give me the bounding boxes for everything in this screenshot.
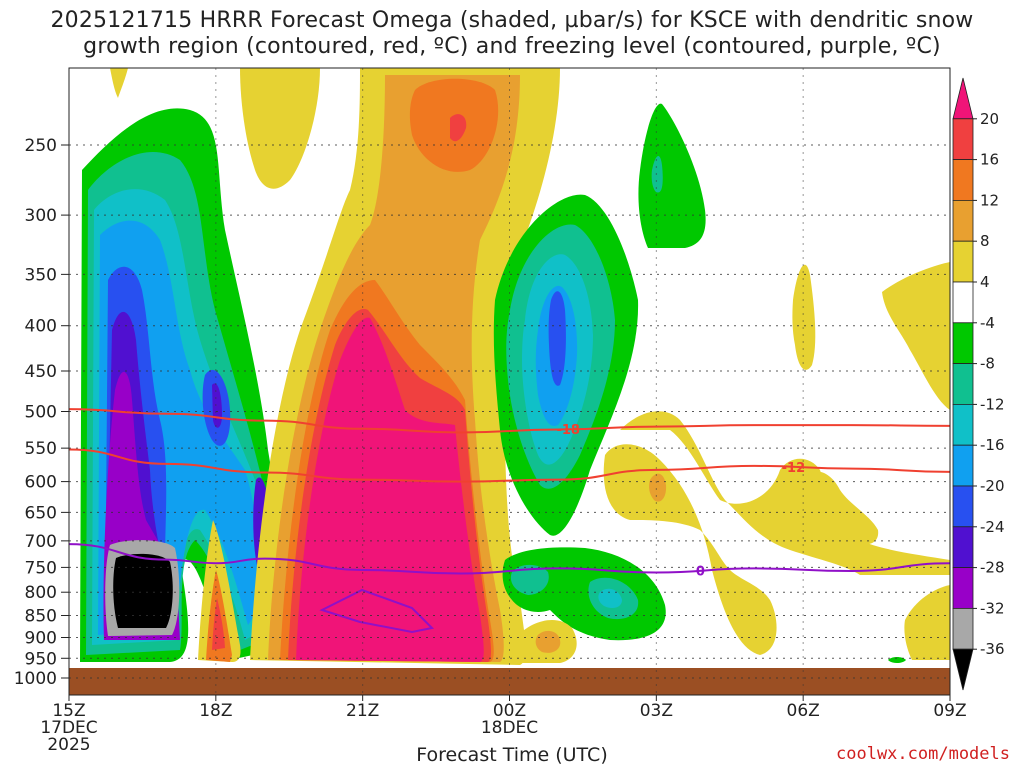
omega-region-03z-teal <box>651 155 663 193</box>
colorbar-label-4: 4 <box>980 273 990 291</box>
colorbar-label--12: -12 <box>980 395 1005 413</box>
x-tick-label-0-0: 15Z <box>52 701 85 721</box>
colorbar-bottom-triangle <box>952 648 974 691</box>
x-tick-label-9-0: 00Z <box>493 701 526 721</box>
x-tick-label-15-0: 06Z <box>787 701 820 721</box>
temperature-contours: -18 -12 0 <box>68 408 951 580</box>
omega-region-right-yellow-d <box>792 264 816 370</box>
y-tick-label-400: 400 <box>25 317 57 337</box>
y-tick-label-650: 650 <box>25 503 57 523</box>
contour-label--12: -12 <box>782 461 806 476</box>
colorbar-swatch-4 <box>952 240 974 283</box>
omega-region-01z-blue <box>548 291 566 386</box>
x-tick-label-12-0: 03Z <box>640 701 673 721</box>
y-tick-label-450: 450 <box>25 362 57 382</box>
colorbar-swatch-7 <box>952 363 974 405</box>
omega-region-right-gold <box>649 473 667 502</box>
omega-region-right-yellow-c <box>882 262 950 410</box>
y-tick-label-300: 300 <box>25 206 57 226</box>
x-axis-label: Forecast Time (UTC) <box>416 744 608 766</box>
omega-region-upper-red <box>450 114 467 142</box>
y-tick-label-950: 950 <box>25 649 57 669</box>
omega-shading <box>69 68 950 695</box>
omega-region-right-yellow-a <box>620 411 950 575</box>
colorbar-label--4: -4 <box>980 314 995 332</box>
colorbar-swatch-2 <box>952 159 974 201</box>
colorbar-label-16: 16 <box>980 151 999 169</box>
omega-region-right-yellow-f <box>904 585 950 660</box>
contour-line--12 <box>68 448 951 483</box>
omega-region-18z-column-red <box>212 598 225 650</box>
contour-line--18 <box>68 408 951 434</box>
y-tick-label-700: 700 <box>25 532 57 552</box>
omega-region-low-cyan <box>598 588 622 608</box>
x-tick-label-3-0: 18Z <box>199 701 232 721</box>
colorbar-label--36: -36 <box>980 640 1005 658</box>
y-tick-label-550: 550 <box>25 439 57 459</box>
omega-region-topleft-yellow <box>110 68 128 98</box>
contour-label-0: 0 <box>696 565 705 580</box>
x-tick-label-0-1: 17DEC <box>40 718 97 738</box>
omega-region-low-teal <box>510 564 549 595</box>
omega-region-03z-green <box>638 103 706 248</box>
colorbar-label--20: -20 <box>980 477 1005 495</box>
colorbar-label--8: -8 <box>980 355 995 373</box>
y-tick-label-500: 500 <box>25 403 57 423</box>
omega-colorbar: 20 16 12 8 4 -4 -8 -12 -16 -20 -24 -28 -32 -36 <box>952 77 1005 691</box>
colorbar-label--28: -28 <box>980 559 1005 577</box>
colorbar-label-12: 12 <box>980 191 999 209</box>
colorbar-swatch-3 <box>952 199 974 242</box>
colorbar-swatch-9 <box>952 444 974 487</box>
credit-link[interactable]: coolwx.com/models <box>836 744 1010 764</box>
contour-line-0 <box>68 543 951 575</box>
colorbar-top-triangle <box>952 77 974 120</box>
colorbar-swatch-1 <box>952 118 974 161</box>
omega-region-22z-inner-contour <box>319 588 435 634</box>
y-tick-label-600: 600 <box>25 473 57 493</box>
y-tick-label-350: 350 <box>25 265 57 285</box>
y-tick-label-800: 800 <box>25 583 57 603</box>
colorbar-swatch-12 <box>952 567 974 609</box>
contour-label--18: -18 <box>556 423 580 438</box>
colorbar-label-20: 20 <box>980 110 999 128</box>
colorbar-swatch-8 <box>952 403 974 446</box>
colorbar-label--16: -16 <box>980 436 1005 454</box>
title-line-2: growth region (contoured, red, ºC) and f… <box>83 34 941 59</box>
title-line-1: 2025121715 HRRR Forecast Omega (shaded, … <box>50 8 974 33</box>
colorbar-swatch-13 <box>952 608 974 650</box>
colorbar-swatch-11 <box>952 526 974 568</box>
omega-region-right-yellow-e <box>798 471 879 545</box>
colorbar-label-8: 8 <box>980 232 990 250</box>
y-tick-label-900: 900 <box>25 628 57 648</box>
omega-region-top-yellow-2 <box>240 68 320 189</box>
colorbar-swatch-6 <box>952 322 974 364</box>
y-tick-label-750: 750 <box>25 558 57 578</box>
x-tick-label-0-2: 2025 <box>47 735 90 755</box>
y-axis-pressure-ticks: 2503003504004505005506006507007508008509… <box>14 136 69 689</box>
colorbar-swatch-10 <box>952 485 974 528</box>
chart-title: 2025121715 HRRR Forecast Omega (shaded, … <box>0 8 1024 60</box>
omega-region-center-magenta <box>296 317 484 662</box>
colorbar-label--32: -32 <box>980 599 1005 617</box>
y-tick-label-250: 250 <box>25 136 57 156</box>
x-tick-label-18-0: 09Z <box>933 701 966 721</box>
y-tick-label-1000: 1000 <box>14 669 57 689</box>
colorbar-swatch-5 <box>952 281 974 324</box>
ground-surface <box>69 668 950 695</box>
omega-region-02z-gold <box>535 630 561 653</box>
omega-region-right-yellow-b <box>603 444 777 655</box>
colorbar-label--24: -24 <box>980 518 1005 536</box>
x-tick-label-9-1: 18DEC <box>481 718 538 738</box>
y-tick-label-850: 850 <box>25 607 57 627</box>
omega-region-left-black <box>113 553 173 628</box>
x-tick-label-6-0: 21Z <box>346 701 379 721</box>
omega-region-right-green-small <box>888 657 906 663</box>
